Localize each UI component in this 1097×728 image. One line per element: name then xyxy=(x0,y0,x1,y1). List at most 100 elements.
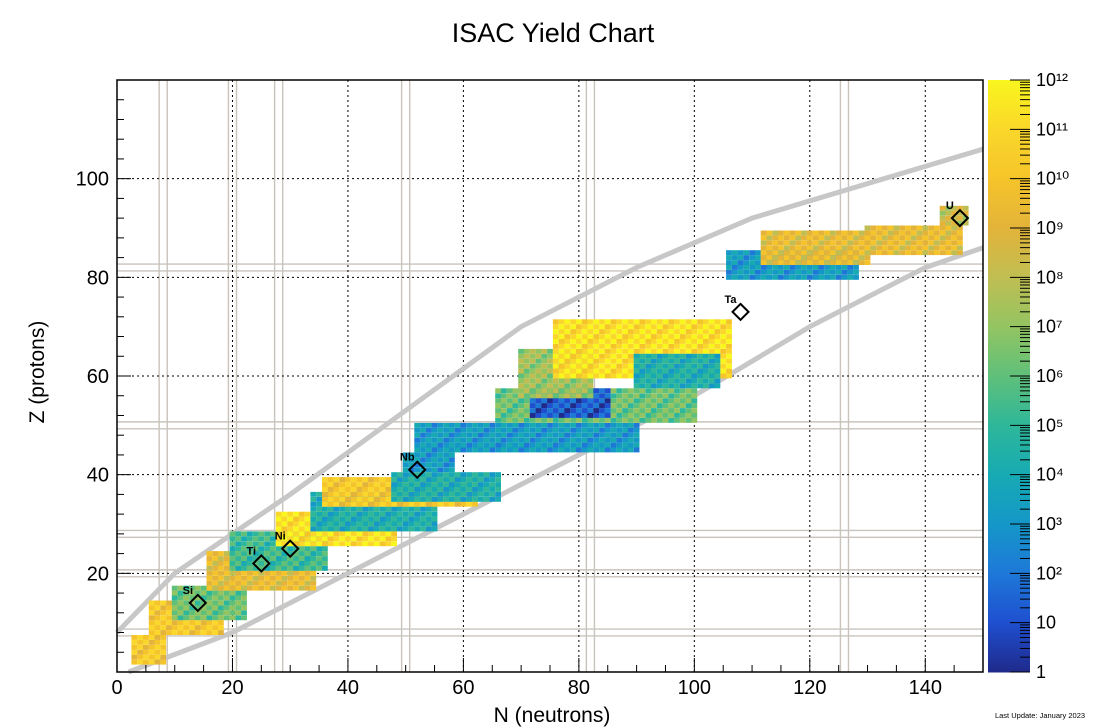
yield-cell xyxy=(858,250,865,256)
yield-cell xyxy=(275,561,282,566)
yield-cell xyxy=(645,398,652,404)
yield-cell xyxy=(830,269,836,275)
yield-cell xyxy=(957,235,963,241)
yield-cell xyxy=(587,319,594,325)
yield-cell xyxy=(454,432,461,438)
yield-cell xyxy=(604,408,611,413)
yield-cell xyxy=(731,260,738,265)
yield-cell xyxy=(212,595,219,601)
yield-cell xyxy=(858,235,865,241)
yield-cell xyxy=(957,220,963,226)
yield-cell xyxy=(235,570,242,576)
yield-cell xyxy=(778,240,784,246)
yield-cell xyxy=(564,348,571,354)
yield-cell xyxy=(420,482,426,487)
yield-cell xyxy=(310,556,317,561)
yield-cell xyxy=(945,205,952,211)
yield-cell xyxy=(564,417,571,423)
yield-cell xyxy=(622,343,628,349)
yield-cell xyxy=(576,358,582,364)
yield-cell xyxy=(535,413,542,418)
yield-cell xyxy=(483,487,490,492)
yield-cell xyxy=(402,526,409,532)
yield-cell xyxy=(431,506,438,512)
yield-cell xyxy=(506,398,513,404)
yield-cell xyxy=(593,398,600,404)
yield-cell xyxy=(241,595,247,601)
yield-cell xyxy=(720,368,727,374)
yield-cell xyxy=(720,334,727,339)
yield-cell xyxy=(645,358,652,364)
yield-cell xyxy=(720,363,727,369)
yield-cell xyxy=(316,511,322,517)
yield-cell xyxy=(316,516,322,522)
yield-cell xyxy=(639,348,646,354)
yield-cell xyxy=(298,511,305,517)
yield-cell xyxy=(564,398,571,404)
yield-cell xyxy=(385,521,392,527)
yield-cell xyxy=(535,348,542,354)
yield-cell xyxy=(685,403,692,408)
yield-cell xyxy=(316,501,322,507)
yield-cell xyxy=(287,580,294,586)
yield-cell xyxy=(783,240,790,246)
yield-cell xyxy=(495,393,501,399)
yield-cell xyxy=(397,487,403,492)
yield-cell xyxy=(431,521,438,527)
yield-cell xyxy=(431,427,438,433)
yield-cell xyxy=(916,235,923,241)
yield-cell xyxy=(218,605,224,611)
yield-cell xyxy=(806,250,813,256)
yield-cell xyxy=(414,487,421,492)
yield-cell xyxy=(391,521,397,527)
chart-title: ISAC Yield Chart xyxy=(452,18,655,48)
yield-cell xyxy=(443,496,449,502)
yield-cell xyxy=(806,260,813,265)
yield-cell xyxy=(627,358,634,364)
yield-cell xyxy=(564,378,571,384)
yield-cell xyxy=(425,452,432,458)
yield-cell xyxy=(714,343,721,349)
yield-cell xyxy=(622,373,628,379)
yield-cell xyxy=(414,496,421,502)
yield-cell xyxy=(518,442,524,448)
yield-cell xyxy=(957,225,963,231)
yield-cell xyxy=(639,378,646,384)
yield-cell xyxy=(691,353,698,359)
yield-cell xyxy=(275,511,282,517)
yield-cell xyxy=(535,427,542,433)
yield-cell xyxy=(933,250,940,256)
yield-cell xyxy=(714,368,721,374)
yield-cell xyxy=(200,595,207,601)
yield-cell xyxy=(593,358,600,364)
yield-cell xyxy=(558,422,565,428)
colorbar-tick-label: 1 xyxy=(1036,662,1046,682)
yield-cell xyxy=(408,467,415,473)
yield-cell xyxy=(339,482,346,487)
yield-cell xyxy=(131,654,138,660)
yield-cell xyxy=(218,565,224,571)
yield-cell xyxy=(639,373,646,379)
yield-cell xyxy=(310,570,317,576)
yield-cell xyxy=(576,427,582,433)
yield-cell xyxy=(679,324,686,330)
yield-cell xyxy=(298,546,305,552)
yield-cell xyxy=(864,225,871,231)
yield-cell xyxy=(841,269,848,275)
yield-cell xyxy=(558,413,565,418)
yield-cell xyxy=(887,235,894,241)
yield-cell xyxy=(420,422,426,428)
yield-cell xyxy=(645,373,652,379)
yield-cell xyxy=(847,269,854,275)
yield-cell xyxy=(806,269,813,275)
yield-cell xyxy=(310,541,317,547)
yield-cell xyxy=(547,358,553,364)
yield-cell xyxy=(668,378,675,384)
yield-cell xyxy=(368,496,374,502)
yield-cell xyxy=(160,615,167,621)
yield-cell xyxy=(304,551,311,556)
yield-cell xyxy=(581,339,588,344)
yield-cell xyxy=(870,250,877,256)
yield-cell xyxy=(587,383,594,389)
yield-cell xyxy=(518,393,524,399)
